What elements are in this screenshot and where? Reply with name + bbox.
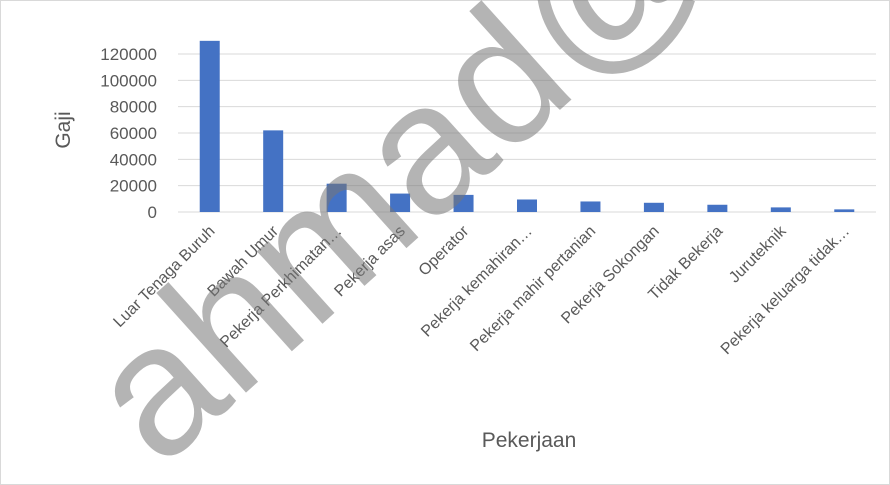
y-tick-label: 120000 xyxy=(100,45,157,64)
y-tick-labels: 0 20000 40000 60000 80000 100000 120000 xyxy=(100,45,157,222)
bar xyxy=(326,183,347,212)
bar xyxy=(707,204,728,212)
y-tick-label: 80000 xyxy=(110,98,157,117)
bar xyxy=(263,130,284,212)
y-axis-label: Gaji xyxy=(52,111,75,148)
bar xyxy=(580,201,601,212)
bar xyxy=(834,209,855,212)
bar xyxy=(643,202,664,212)
y-tick-label: 40000 xyxy=(110,150,157,169)
y-tick-label: 20000 xyxy=(110,177,157,196)
bars xyxy=(199,40,855,213)
x-axis-label: Pekerjaan xyxy=(482,429,577,452)
gridlines xyxy=(178,53,876,213)
y-tick-label: 60000 xyxy=(110,124,157,143)
bar xyxy=(453,194,474,212)
y-tick-label: 100000 xyxy=(100,71,157,90)
bar xyxy=(770,207,791,212)
bar xyxy=(390,193,411,212)
bar xyxy=(517,199,537,212)
bar xyxy=(199,40,220,213)
y-tick-label: 0 xyxy=(148,203,157,222)
